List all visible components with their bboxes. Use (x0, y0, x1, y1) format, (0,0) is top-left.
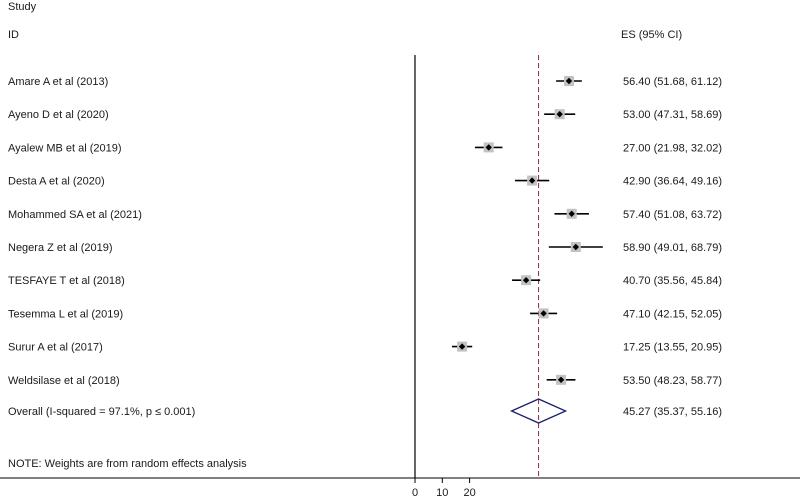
study-es-ci: 56.40 (51.68, 61.12) (623, 76, 722, 88)
study-label: Weldsilase et al (2018) (8, 375, 120, 387)
header-id: ID (8, 29, 19, 41)
overall-es-ci: 45.27 (35.37, 55.16) (623, 406, 722, 418)
study-es-ci: 58.90 (49.01, 68.79) (623, 242, 722, 254)
study-label: Negera Z et al (2019) (8, 242, 113, 254)
study-point (485, 144, 492, 151)
study-point (458, 343, 466, 350)
study-es-ci: 47.10 (42.15, 52.05) (623, 308, 722, 320)
study-rows: Amare A et al (2013) 56.40 (51.68, 61.12)… (8, 76, 722, 418)
study-point (522, 277, 530, 284)
study-label: Surur A et al (2017) (8, 342, 103, 354)
x-tick-label: 20 (463, 487, 475, 499)
study-point (528, 177, 536, 184)
study-es-ci: 57.40 (51.08, 63.72) (623, 209, 722, 221)
x-tick-label: 10 (436, 487, 448, 499)
study-label: Amare A et al (2013) (8, 76, 108, 88)
study-es-ci: 17.25 (13.55, 20.95) (623, 342, 722, 354)
study-label: TESFAYE T et al (2018) (8, 275, 125, 287)
study-label: Mohammed SA et al (2021) (8, 209, 142, 221)
study-es-ci: 42.90 (36.64, 49.16) (623, 176, 722, 188)
study-point (568, 210, 575, 217)
overall-label: Overall (I-squared = 97.1%, p ≤ 0.001) (8, 406, 195, 418)
study-label: Desta A et al (2020) (8, 176, 105, 188)
study-point (556, 111, 563, 118)
x-tick-label: 0 (412, 487, 418, 499)
study-es-ci: 27.00 (21.98, 32.02) (623, 142, 722, 154)
study-point (572, 243, 579, 251)
study-point (557, 376, 565, 383)
study-point (565, 77, 573, 85)
x-axis: 0 10 20 (0, 477, 800, 499)
study-es-ci: 40.70 (35.56, 45.84) (623, 275, 722, 287)
study-point (540, 310, 547, 317)
study-label: Ayalew MB et al (2019) (8, 142, 122, 154)
study-es-ci: 53.00 (47.31, 58.69) (623, 109, 722, 121)
header-study: Study (8, 1, 37, 13)
overall-diamond (509, 398, 568, 424)
weights-note: NOTE: Weights are from random effects an… (8, 458, 247, 470)
study-label: Tesemma L et al (2019) (8, 308, 123, 320)
study-es-ci: 53.50 (48.23, 58.77) (623, 375, 722, 387)
plot-marks (414, 55, 603, 478)
study-label: Ayeno D et al (2020) (8, 109, 109, 121)
header-es-ci: ES (95% CI) (621, 29, 682, 41)
